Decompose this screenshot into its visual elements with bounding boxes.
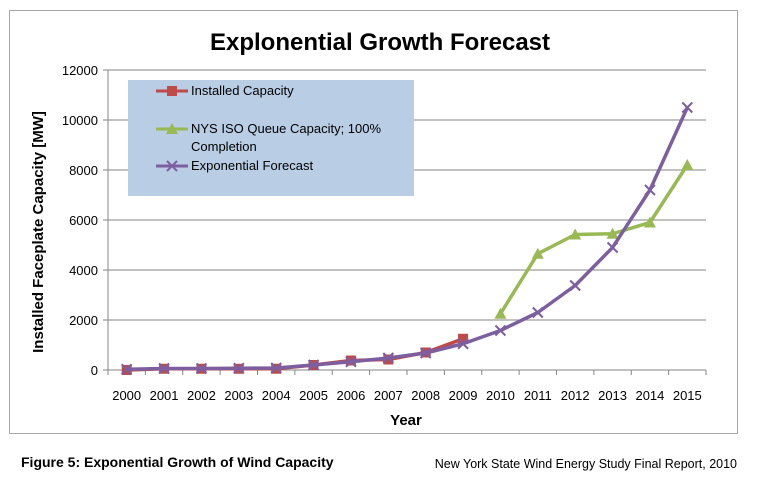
y-axis-label: Installed Faceplate Capacity [MW]: [30, 111, 47, 353]
data-point: [233, 362, 245, 374]
data-point: [307, 359, 320, 371]
x-tick-label: 2006: [336, 388, 365, 403]
series-layer: [120, 101, 694, 375]
x-tick-label: 2000: [112, 388, 141, 403]
x-tick-label: 2005: [299, 388, 328, 403]
data-point: [531, 247, 544, 259]
x-tick-label: 2010: [486, 388, 515, 403]
x-tick-label: 2014: [635, 388, 664, 403]
y-tick-label: 2000: [69, 313, 98, 328]
data-point: [569, 279, 581, 292]
data-point: [120, 363, 133, 375]
data-point: [382, 352, 395, 364]
legend-item-installed-capacity: Installed Capacity: [156, 83, 294, 98]
legend-label-nys-iso-queue-line2: Completion: [191, 139, 257, 154]
y-tick-label: 0: [91, 363, 98, 378]
x-tick-label: 2015: [673, 388, 702, 403]
x-tick-label: 2013: [598, 388, 627, 403]
data-point: [494, 324, 507, 337]
legend-item-exponential-forecast: Exponential Forecast: [156, 158, 314, 173]
data-point: [419, 347, 432, 359]
data-point: [606, 241, 619, 254]
chart-title: Explonential Growth Forecast: [210, 29, 550, 56]
data-point: [494, 307, 507, 319]
data-point: [643, 216, 656, 228]
data-point: [345, 356, 357, 368]
data-point: [270, 362, 282, 374]
series-nys-iso-queue-capacity-100-completion: [494, 159, 694, 319]
data-point: [457, 338, 469, 350]
source-note: New York State Wind Energy Study Final R…: [434, 457, 737, 471]
y-tick-label: 6000: [69, 213, 98, 228]
legend-label-installed-capacity: Installed Capacity: [191, 83, 294, 98]
y-tick-label: 12000: [62, 63, 98, 78]
legend-label-exponential-forecast: Exponential Forecast: [191, 158, 314, 173]
x-tick-label: 2007: [374, 388, 403, 403]
data-point: [158, 362, 170, 375]
figure-caption: Figure 5: Exponential Growth of Wind Cap…: [21, 454, 334, 470]
data-point: [532, 306, 544, 319]
x-tick-label: 2002: [187, 388, 216, 403]
data-point: [195, 362, 208, 375]
x-tick-label: 2008: [411, 388, 440, 403]
data-point: [458, 333, 469, 344]
x-tick-label: 2001: [150, 388, 179, 403]
series-exponential-forecast: [120, 101, 694, 375]
x-tick-label: 2009: [449, 388, 478, 403]
legend: Installed Capacity NYS ISO Queue Capacit…: [128, 80, 414, 196]
legend-item-nys-iso-queue: NYS ISO Queue Capacity; 100% Completion: [156, 121, 381, 154]
series-line: [126, 106, 689, 371]
data-point: [606, 227, 619, 239]
series-line: [498, 164, 689, 315]
x-axis-label: Year: [390, 412, 422, 429]
x-tick-label: 2011: [524, 388, 552, 403]
x-tick-label: 2012: [561, 388, 590, 403]
data-point: [681, 159, 694, 170]
data-point: [569, 228, 582, 240]
data-point: [644, 184, 656, 196]
y-tick-label: 4000: [69, 263, 98, 278]
x-tick-label: 2004: [262, 388, 291, 403]
x-tick-label: 2003: [224, 388, 253, 403]
legend-box: [128, 80, 414, 196]
y-tick-label: 10000: [62, 113, 98, 128]
legend-label-nys-iso-queue: NYS ISO Queue Capacity; 100%: [191, 121, 381, 136]
y-tick-label: 8000: [69, 163, 98, 178]
data-point: [681, 101, 694, 114]
